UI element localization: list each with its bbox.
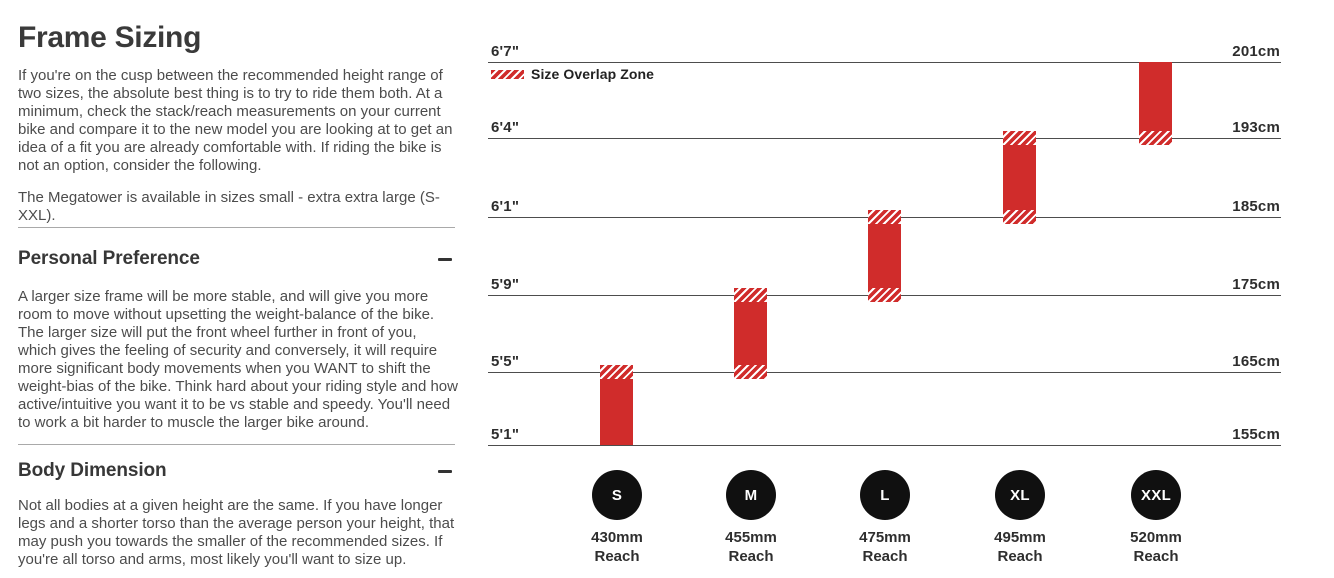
axis-tick-ft: 6'4" — [491, 119, 520, 136]
axis-tick-ft: 5'5" — [491, 353, 520, 370]
personal-preference-body: A larger size frame will be more stable,… — [18, 288, 458, 431]
height-range-solid — [1139, 62, 1172, 131]
collapse-toggle-button[interactable] — [435, 249, 455, 269]
reach-caption: Reach — [594, 548, 640, 565]
height-range-solid — [868, 224, 901, 288]
intro-paragraph: If you're on the cusp between the recomm… — [18, 67, 453, 174]
axis-tick-cm: 165cm — [1232, 353, 1280, 370]
section-divider — [18, 227, 455, 228]
section-title-body-dimension: Body Dimension — [18, 460, 167, 481]
height-range-solid — [734, 302, 767, 365]
chart-legend: Size Overlap Zone — [491, 66, 654, 82]
axis-tick-cm: 185cm — [1232, 198, 1280, 215]
reach-value: 520mm — [1130, 529, 1182, 546]
reach-caption: Reach — [997, 548, 1043, 565]
section-divider — [18, 444, 455, 445]
overlap-zone-hatch — [868, 288, 901, 302]
height-gridline — [488, 445, 1281, 446]
axis-tick-ft: 6'7" — [491, 43, 520, 60]
reach-value: 430mm — [591, 529, 643, 546]
body-dimension-body: Not all bodies at a given height are the… — [18, 497, 455, 568]
reach-label-xl: 495mm Reach — [950, 528, 1090, 566]
minus-icon — [438, 469, 452, 473]
frame-sizing-panel: Frame Sizing If you're on the cusp betwe… — [18, 0, 458, 578]
size-range-bar-m — [734, 288, 767, 379]
axis-tick-ft: 5'9" — [491, 276, 520, 293]
accordion-header-body-dimension[interactable]: Body Dimension — [18, 458, 455, 484]
size-circle-xl: XL — [995, 470, 1045, 520]
reach-caption: Reach — [728, 548, 774, 565]
axis-tick-cm: 201cm — [1232, 43, 1280, 60]
collapse-toggle-button[interactable] — [435, 461, 455, 481]
reach-label-xxl: 520mm Reach — [1086, 528, 1226, 566]
overlap-zone-hatch — [1139, 131, 1172, 145]
reach-label-s: 430mm Reach — [547, 528, 687, 566]
frame-sizing-chart: 6'7" 6'4" 6'1" 5'9" 5'5" 5'1" 201cm 193c… — [488, 0, 1281, 578]
axis-tick-ft: 5'1" — [491, 426, 520, 443]
section-title-personal-preference: Personal Preference — [18, 248, 200, 269]
overlap-zone-hatch — [868, 210, 901, 224]
size-range-bar-l — [868, 210, 901, 302]
reach-label-m: 455mm Reach — [681, 528, 821, 566]
reach-value: 495mm — [994, 529, 1046, 546]
overlap-zone-hatch — [1003, 131, 1036, 145]
megatower-note: The Megatower is available in sizes smal… — [18, 189, 440, 224]
size-circle-l: L — [860, 470, 910, 520]
accordion-header-personal-preference[interactable]: Personal Preference — [18, 246, 455, 272]
overlap-zone-hatch — [600, 365, 633, 379]
height-range-solid — [1003, 145, 1036, 210]
reach-label-l: 475mm Reach — [815, 528, 955, 566]
reach-value: 455mm — [725, 529, 777, 546]
overlap-zone-hatch — [734, 365, 767, 379]
axis-tick-cm: 155cm — [1232, 426, 1280, 443]
height-gridline — [488, 372, 1281, 373]
size-range-bar-xl — [1003, 131, 1036, 224]
size-circle-xxl: XXL — [1131, 470, 1181, 520]
size-circle-s: S — [592, 470, 642, 520]
overlap-zone-hatch — [1003, 210, 1036, 224]
axis-tick-cm: 175cm — [1232, 276, 1280, 293]
overlap-hatch-swatch-icon — [491, 69, 524, 79]
height-gridline — [488, 62, 1281, 63]
overlap-zone-hatch — [734, 288, 767, 302]
size-circle-m: M — [726, 470, 776, 520]
axis-tick-cm: 193cm — [1232, 119, 1280, 136]
size-range-bar-s — [600, 365, 633, 445]
height-range-solid — [600, 379, 633, 445]
reach-caption: Reach — [862, 548, 908, 565]
minus-icon — [438, 257, 452, 261]
axis-tick-ft: 6'1" — [491, 198, 520, 215]
reach-value: 475mm — [859, 529, 911, 546]
height-gridline — [488, 138, 1281, 139]
size-range-bar-xxl — [1139, 62, 1172, 145]
legend-label: Size Overlap Zone — [531, 66, 655, 82]
page-title: Frame Sizing — [18, 21, 202, 54]
reach-caption: Reach — [1133, 548, 1179, 565]
